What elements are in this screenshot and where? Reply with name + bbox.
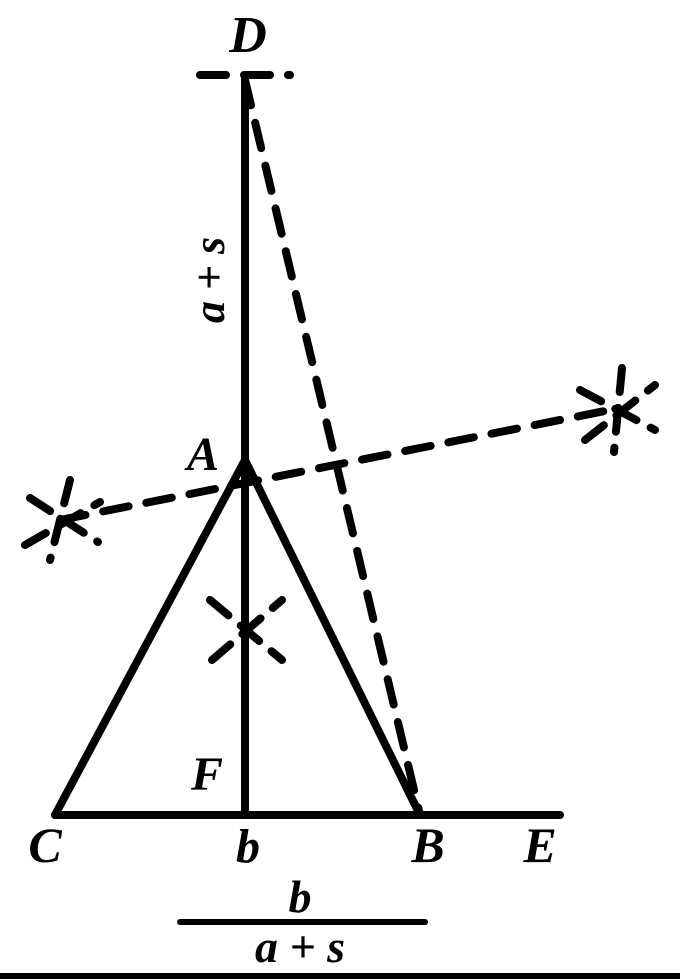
label-B: B bbox=[410, 817, 444, 873]
label-F: F bbox=[190, 748, 223, 801]
label-A: A bbox=[184, 428, 219, 481]
segment-AB bbox=[245, 460, 420, 815]
perp-bisector bbox=[60, 408, 620, 520]
label-D: D bbox=[228, 7, 267, 64]
arc-right-2 bbox=[614, 368, 622, 452]
label-as_h: a + s bbox=[255, 921, 345, 972]
label-E: E bbox=[522, 817, 556, 873]
label-as_v: a + s bbox=[185, 237, 234, 323]
label-C: C bbox=[28, 817, 62, 873]
label-b1: b bbox=[236, 820, 260, 873]
segment-DB bbox=[245, 80, 420, 815]
label-b2: b bbox=[289, 871, 312, 922]
